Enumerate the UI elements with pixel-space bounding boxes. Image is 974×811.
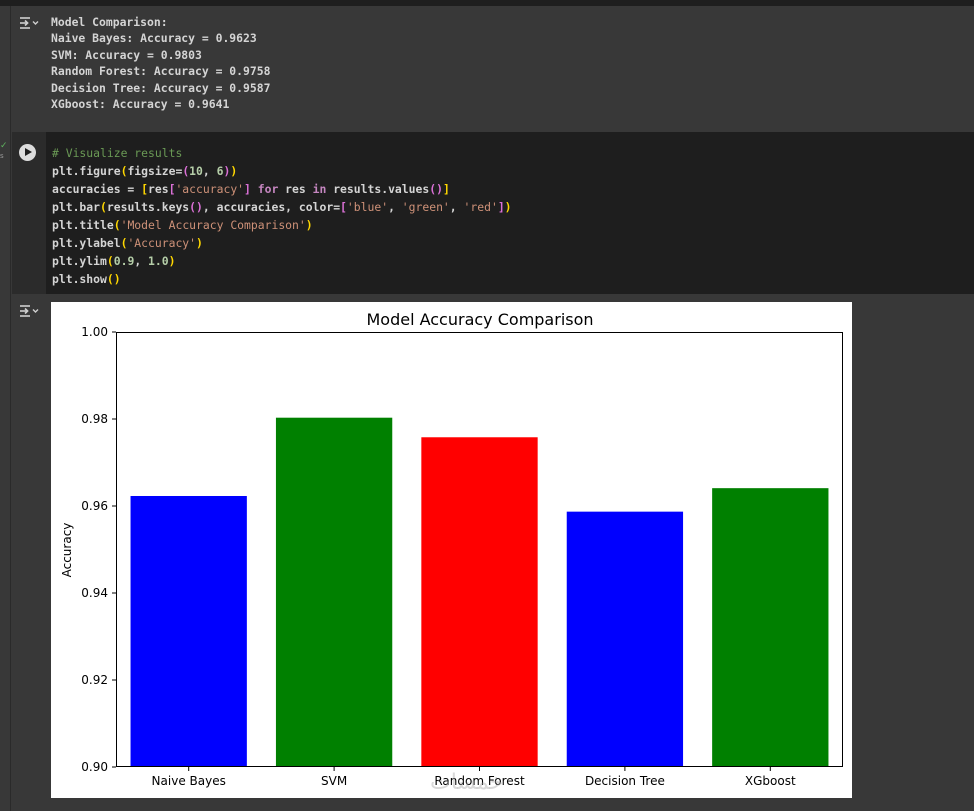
x-tick-label: Decision Tree [585,774,665,788]
bars-group [130,417,829,767]
y-tick-label: 0.90 [81,760,108,774]
notebook-top-bar [0,0,974,6]
plot-area-frame [116,332,843,767]
y-ticks-group: 0.90 0.92 0.94 0.96 0.98 1.00 [81,325,116,774]
x-ticks-group: Naive Bayes SVM Random Forest Decision Tree… [152,767,796,788]
y-tick-label: 0.96 [81,499,108,513]
y-tick-label: 0.98 [81,412,108,426]
output-line: SVM: Accuracy = 0.9803 [51,47,202,62]
code-line: accuracies = [res['accuracy'] for res in… [52,182,450,196]
run-cell-button[interactable] [19,144,36,161]
code-editor[interactable]: # Visualize results plt.figure(figsize=(… [52,144,512,288]
output-line: Model Comparison: [51,15,168,29]
bar-naive-bayes [130,495,247,767]
y-tick-label: 0.92 [81,673,108,687]
code-line: plt.title('Model Accuracy Comparison') [52,218,313,232]
code-line: plt.ylabel('Accuracy') [52,236,203,250]
output-line: Naive Bayes: Accuracy = 0.9623 [51,31,257,46]
bar-xgboost [712,488,829,767]
code-line: plt.figure(figsize=(10, 6)) [52,164,238,178]
x-tick-label: Naive Bayes [152,774,226,788]
bar-svm [275,417,393,767]
code-line: plt.ylim(0.9, 1.0) [52,254,176,268]
execution-time: s [0,152,4,160]
code-line: # Visualize results [52,146,183,160]
code-cell[interactable] [12,132,974,294]
y-tick-label: 0.94 [81,586,108,600]
bar-chart: Model Accuracy Comparison Accuracy 0.900… [60,310,843,788]
cell-text-output: Model Comparison: Naive Bayes: Accuracy … [51,14,270,112]
x-tick-label: XGboost [745,774,796,788]
y-axis-label: Accuracy [60,523,74,578]
y-tick-label: 1.00 [81,325,108,339]
output-line: XGboost: Accuracy = 0.9641 [51,97,230,112]
chart-figure: Model Accuracy Comparison Accuracy 0.90 0… [51,302,852,798]
output-toggle-icon[interactable] [18,303,40,319]
watermark-text: خمسات [430,770,504,795]
code-line: plt.bar(results.keys(), accuracies, colo… [52,200,512,214]
output-line: Random Forest: Accuracy = 0.9758 [51,64,271,79]
bar-random-forest [421,437,538,767]
bar-decision-tree [566,511,684,767]
gutter-divider [10,6,11,811]
output-toggle-icon[interactable] [18,15,40,31]
code-line: plt.show() [52,272,121,286]
x-tick-label: SVM [321,774,347,788]
chart-title: Model Accuracy Comparison [366,310,593,329]
output-line: Decision Tree: Accuracy = 0.9587 [51,80,271,95]
executed-check-icon: ✓ [0,141,8,151]
x-tick-label: Random Forest [434,774,525,788]
